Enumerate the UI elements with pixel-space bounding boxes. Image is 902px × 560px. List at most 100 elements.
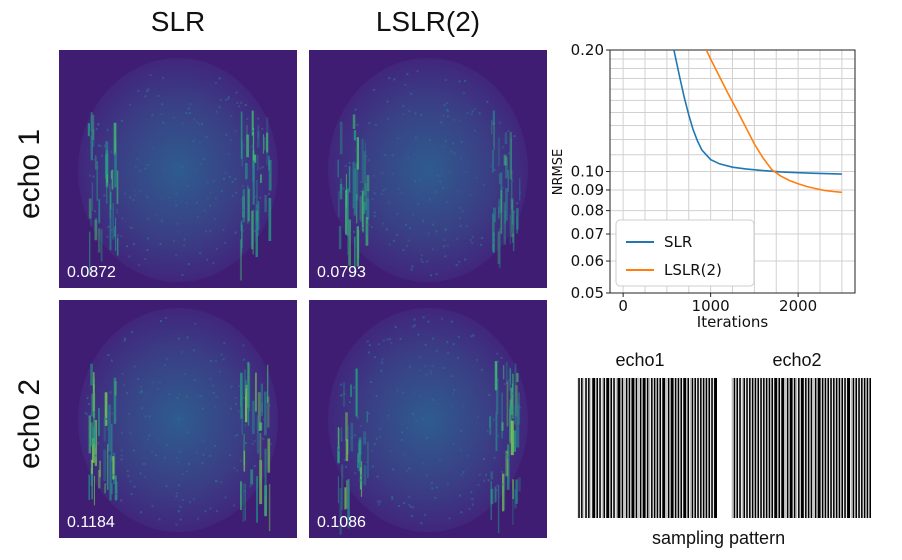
noise-speckle bbox=[214, 406, 217, 409]
y-tick-label: 0.20 bbox=[571, 41, 604, 59]
noise-speckle bbox=[513, 211, 516, 213]
noise-speckle bbox=[343, 392, 346, 395]
noise-speckle bbox=[381, 358, 384, 361]
artifact-streak bbox=[116, 170, 119, 204]
artifact-streak bbox=[264, 485, 267, 517]
noise-speckle bbox=[103, 144, 106, 147]
artifact-streak bbox=[355, 197, 357, 214]
sampled-line bbox=[831, 378, 834, 518]
noise-speckle bbox=[222, 358, 225, 361]
noise-speckle bbox=[493, 456, 496, 459]
noise-speckle bbox=[457, 190, 460, 193]
artifact-streak bbox=[363, 151, 367, 196]
noise-speckle bbox=[417, 202, 420, 205]
noise-speckle bbox=[452, 442, 455, 445]
artifact-streak bbox=[503, 202, 506, 245]
artifact-streak bbox=[503, 155, 507, 166]
artifact-streak bbox=[366, 224, 369, 236]
noise-speckle bbox=[209, 204, 212, 207]
artifact-streak bbox=[93, 475, 95, 506]
noise-speckle bbox=[453, 118, 456, 121]
noise-speckle bbox=[434, 190, 437, 193]
noise-speckle bbox=[378, 428, 381, 431]
noise-speckle bbox=[202, 158, 205, 161]
artifact-streak bbox=[103, 416, 106, 442]
noise-speckle bbox=[182, 498, 185, 501]
noise-speckle bbox=[200, 163, 202, 165]
nrmse-value: 0.0793 bbox=[317, 264, 366, 281]
noise-speckle bbox=[196, 517, 199, 520]
sampled-line bbox=[742, 378, 744, 518]
sampling-pattern-echo2 bbox=[731, 378, 871, 518]
sampled-line bbox=[740, 378, 743, 518]
noise-speckle bbox=[350, 436, 353, 439]
noise-speckle bbox=[175, 254, 178, 257]
noise-speckle bbox=[401, 431, 403, 434]
noise-speckle bbox=[410, 515, 413, 517]
sampled-line bbox=[666, 378, 668, 518]
noise-speckle bbox=[338, 448, 340, 451]
noise-speckle bbox=[418, 407, 421, 410]
sampled-line bbox=[756, 378, 758, 518]
artifact-streak bbox=[256, 180, 258, 209]
noise-speckle bbox=[380, 193, 383, 196]
artifact-streak bbox=[241, 224, 243, 248]
artifact-streak bbox=[90, 212, 92, 227]
reconstruction-panel-echo1-slr: 0.0872 bbox=[59, 50, 297, 288]
noise-speckle bbox=[206, 197, 209, 200]
noise-speckle bbox=[94, 454, 97, 457]
noise-speckle bbox=[475, 176, 478, 179]
y-tick-label: 0.05 bbox=[571, 284, 604, 302]
noise-speckle bbox=[455, 264, 458, 267]
sampled-line bbox=[698, 378, 701, 518]
noise-speckle bbox=[471, 497, 474, 500]
noise-speckle bbox=[162, 121, 165, 124]
noise-speckle bbox=[442, 367, 445, 370]
artifact-streak bbox=[347, 478, 350, 520]
noise-speckle bbox=[464, 79, 467, 82]
sampled-line bbox=[589, 378, 591, 518]
column-title-lslr2: LSLR(2) bbox=[375, 6, 481, 37]
noise-speckle bbox=[234, 130, 237, 133]
artifact-streak bbox=[516, 208, 519, 230]
noise-speckle bbox=[95, 161, 98, 163]
noise-speckle bbox=[185, 470, 188, 473]
artifact-streak bbox=[243, 450, 246, 472]
artifact-streak bbox=[257, 154, 259, 171]
noise-speckle bbox=[507, 130, 510, 133]
artifact-streak bbox=[246, 134, 249, 158]
artifact-streak bbox=[498, 137, 500, 166]
noise-speckle bbox=[89, 174, 92, 177]
noise-speckle bbox=[443, 239, 446, 242]
noise-speckle bbox=[214, 197, 217, 200]
noise-speckle bbox=[148, 415, 151, 418]
artifact-streak bbox=[90, 422, 93, 447]
noise-speckle bbox=[107, 225, 110, 228]
noise-speckle bbox=[137, 378, 140, 380]
noise-speckle bbox=[425, 474, 428, 477]
artifact-streak bbox=[509, 214, 511, 245]
noise-speckle bbox=[236, 434, 239, 437]
sampled-line bbox=[620, 378, 622, 518]
artifact-streak bbox=[257, 124, 259, 138]
sampling-pattern-echo1 bbox=[577, 378, 717, 518]
sampled-line bbox=[845, 378, 848, 518]
noise-speckle bbox=[222, 229, 225, 231]
noise-speckle bbox=[390, 342, 393, 345]
noise-speckle bbox=[120, 454, 123, 457]
sampled-line bbox=[577, 378, 579, 518]
noise-speckle bbox=[218, 77, 221, 80]
noise-speckle bbox=[166, 444, 169, 447]
noise-speckle bbox=[106, 128, 109, 131]
noise-speckle bbox=[373, 356, 376, 359]
noise-speckle bbox=[453, 152, 456, 155]
noise-speckle bbox=[518, 406, 521, 409]
noise-speckle bbox=[144, 95, 147, 98]
noise-speckle bbox=[259, 196, 262, 199]
noise-speckle bbox=[385, 228, 388, 231]
noise-speckle bbox=[220, 481, 223, 484]
noise-speckle bbox=[194, 322, 197, 325]
noise-speckle bbox=[197, 215, 199, 218]
artifact-streak bbox=[89, 231, 91, 276]
noise-speckle bbox=[395, 233, 398, 236]
